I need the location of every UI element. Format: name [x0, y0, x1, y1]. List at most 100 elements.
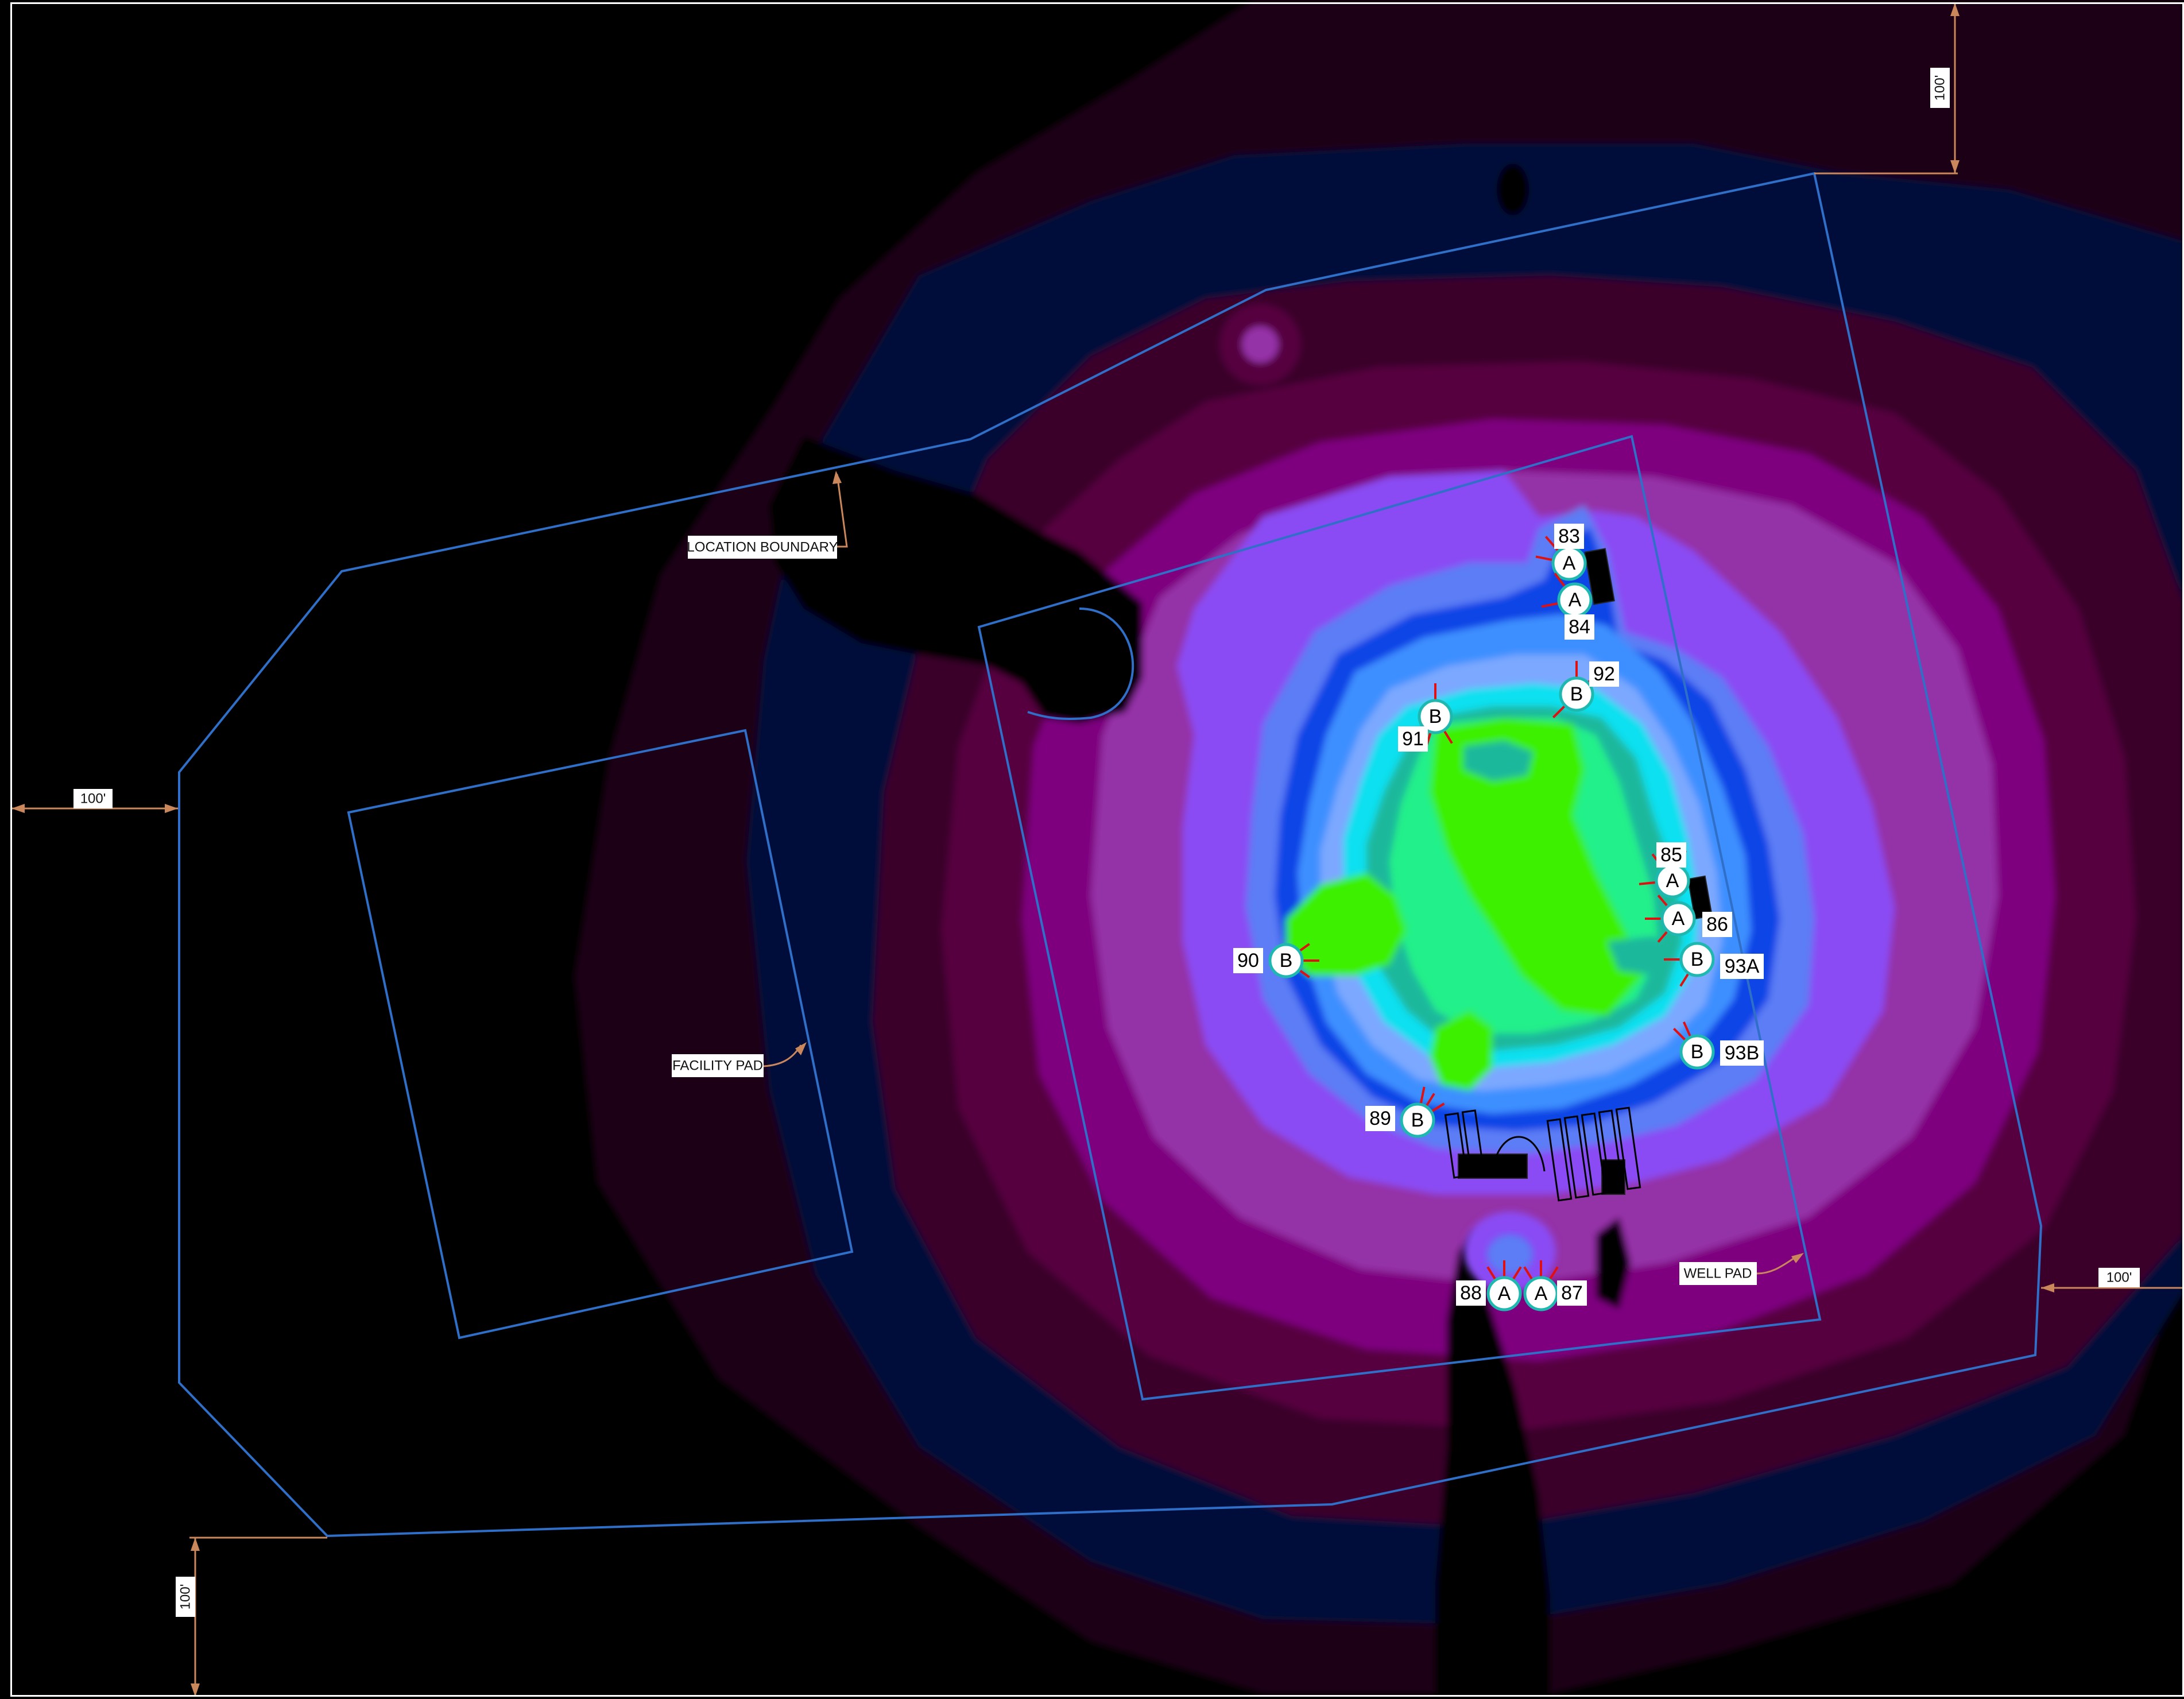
- light-fixture-circle-icon: [1679, 942, 1715, 977]
- fixture-ray: [1424, 1093, 1435, 1108]
- contour-level-15a: [1430, 718, 1642, 1016]
- light-fixture-93B: B 93B: [1672, 1021, 1764, 1070]
- contour-level-15b: [1286, 873, 1407, 976]
- fixture-number: 91: [1402, 728, 1424, 750]
- fixture-number: 93A: [1725, 955, 1760, 977]
- contour-island-north-inner: [1242, 326, 1279, 363]
- label-facility-pad: FACILITY PAD: [672, 1042, 807, 1077]
- fixture-type-letter: B: [1691, 1041, 1704, 1063]
- fixture-type-letter: B: [1570, 683, 1583, 705]
- fixture-ray: [1535, 555, 1554, 562]
- light-fixture-93A: B 93A: [1664, 942, 1764, 987]
- light-fixture-83: A 83: [1535, 524, 1587, 581]
- dark-spot-north: [1497, 164, 1529, 215]
- dimension-label-top-right: 100': [1933, 75, 1948, 101]
- dimension-bottom-left: 100': [176, 1537, 327, 1697]
- fixture-ray: [1554, 572, 1566, 588]
- facility-pad-label: FACILITY PAD: [672, 1058, 763, 1074]
- light-fixture-circle-icon: [1268, 943, 1304, 978]
- fixture-number-box: [1554, 524, 1584, 549]
- fixture-ray: [1639, 881, 1657, 885]
- fixture-number-box: [1720, 954, 1764, 979]
- fixture-ray: [1679, 972, 1690, 987]
- fixture-type-letter: A: [1666, 870, 1679, 892]
- fixture-number-box: [1557, 1280, 1587, 1306]
- light-fixture-circle-icon: [1418, 699, 1453, 734]
- contour-level-14c: [1608, 936, 1676, 976]
- fixture-ray: [1511, 1266, 1522, 1282]
- contour-level-15c: [1430, 1011, 1493, 1091]
- well-pad-outline: [977, 435, 1822, 1401]
- label-location-boundary: LOCATION BOUNDARY: [687, 471, 848, 559]
- fixture-number: 87: [1561, 1282, 1583, 1304]
- tank-battery: [1444, 1106, 1641, 1202]
- light-fixture-89: B 89: [1365, 1086, 1445, 1138]
- fixture-ray: [1419, 1086, 1426, 1105]
- well-pad-notch-arc: [1027, 607, 1134, 720]
- dimension-label-left: 100': [80, 791, 106, 807]
- fixture-type-letter: B: [1429, 706, 1442, 727]
- fixture-number-box: [1702, 912, 1732, 937]
- fixture-number: 89: [1369, 1108, 1391, 1129]
- dimension-right: 100': [2041, 1268, 2184, 1292]
- light-fixture-circle-icon: [1660, 901, 1696, 936]
- facility-pad-outline: [347, 729, 854, 1340]
- fixture-number-box: [1720, 1040, 1764, 1066]
- fixture-number-box: [1365, 1106, 1395, 1131]
- dimension-left: 100': [11, 789, 178, 813]
- dimension-top-right: 100': [1814, 3, 1960, 175]
- dark-gap-south-2: [1596, 1217, 1631, 1309]
- fixture-ray: [1523, 1266, 1534, 1282]
- fixture-number-box: [1233, 948, 1263, 973]
- well-pad-label: WELL PAD: [1684, 1266, 1752, 1282]
- fixture-ray: [1552, 705, 1566, 719]
- fixture-number-box: [1565, 614, 1594, 640]
- fixture-ray: [1672, 1027, 1687, 1042]
- light-fixture-91: B91: [1398, 683, 1453, 752]
- light-fixture-circle-icon: [1486, 1276, 1522, 1311]
- fixture-type-letter: A: [1498, 1283, 1511, 1305]
- fixture-number: 88: [1460, 1282, 1482, 1304]
- fixture-ray: [1430, 1102, 1445, 1113]
- equipment-group: [1444, 548, 1713, 1202]
- fixture-number: 90: [1237, 950, 1259, 972]
- equipment-north: [1584, 548, 1615, 605]
- light-fixture-circle-icon: [1400, 1102, 1435, 1138]
- fixture-ray: [1442, 729, 1453, 744]
- fixture-ray: [1548, 1266, 1559, 1282]
- contour-level-14b: [1464, 741, 1533, 781]
- fixture-ray: [1486, 1266, 1497, 1282]
- dark-spot-south: [1504, 1605, 1527, 1645]
- fixture-type-letter: B: [1411, 1109, 1424, 1131]
- light-fixture-circle-icon: [1679, 1034, 1715, 1070]
- light-fixture-86: A 86: [1645, 895, 1732, 943]
- fixture-number-box: [1398, 726, 1428, 752]
- fixture-type-letter: A: [1535, 1283, 1548, 1305]
- fixture-number: 92: [1593, 663, 1615, 685]
- light-fixture-85: A 85: [1639, 842, 1690, 899]
- dark-notch: [769, 436, 1143, 723]
- label-well-pad: WELL PAD: [1679, 1253, 1804, 1285]
- fixture-ray: [1682, 1021, 1692, 1038]
- light-fixture-circle-icon: [1559, 676, 1594, 712]
- fixture-type-letter: A: [1563, 552, 1576, 574]
- fixture-type-letter: B: [1691, 949, 1704, 970]
- dimension-label-right: 100': [2106, 1270, 2132, 1286]
- fixture-number: 93B: [1725, 1042, 1760, 1064]
- fixture-type-letter: A: [1569, 589, 1582, 611]
- fixture-type-letter: B: [1280, 950, 1293, 972]
- light-fixture-88: A 88: [1456, 1260, 1522, 1311]
- fixture-number-box: [1656, 842, 1686, 868]
- location-boundary-line: [178, 172, 2043, 1538]
- fixture-ray: [1541, 602, 1559, 608]
- light-fixture-90: B 90: [1233, 943, 1319, 978]
- illuminance-contours: [574, 0, 2184, 1699]
- fixture-number-box: [1456, 1280, 1486, 1306]
- light-fixture-84: A 84: [1541, 572, 1594, 640]
- light-fixture-92: B 92: [1552, 661, 1619, 719]
- fixture-type-letter: A: [1672, 908, 1685, 930]
- dimension-label-bottom-left: 100': [178, 1584, 193, 1610]
